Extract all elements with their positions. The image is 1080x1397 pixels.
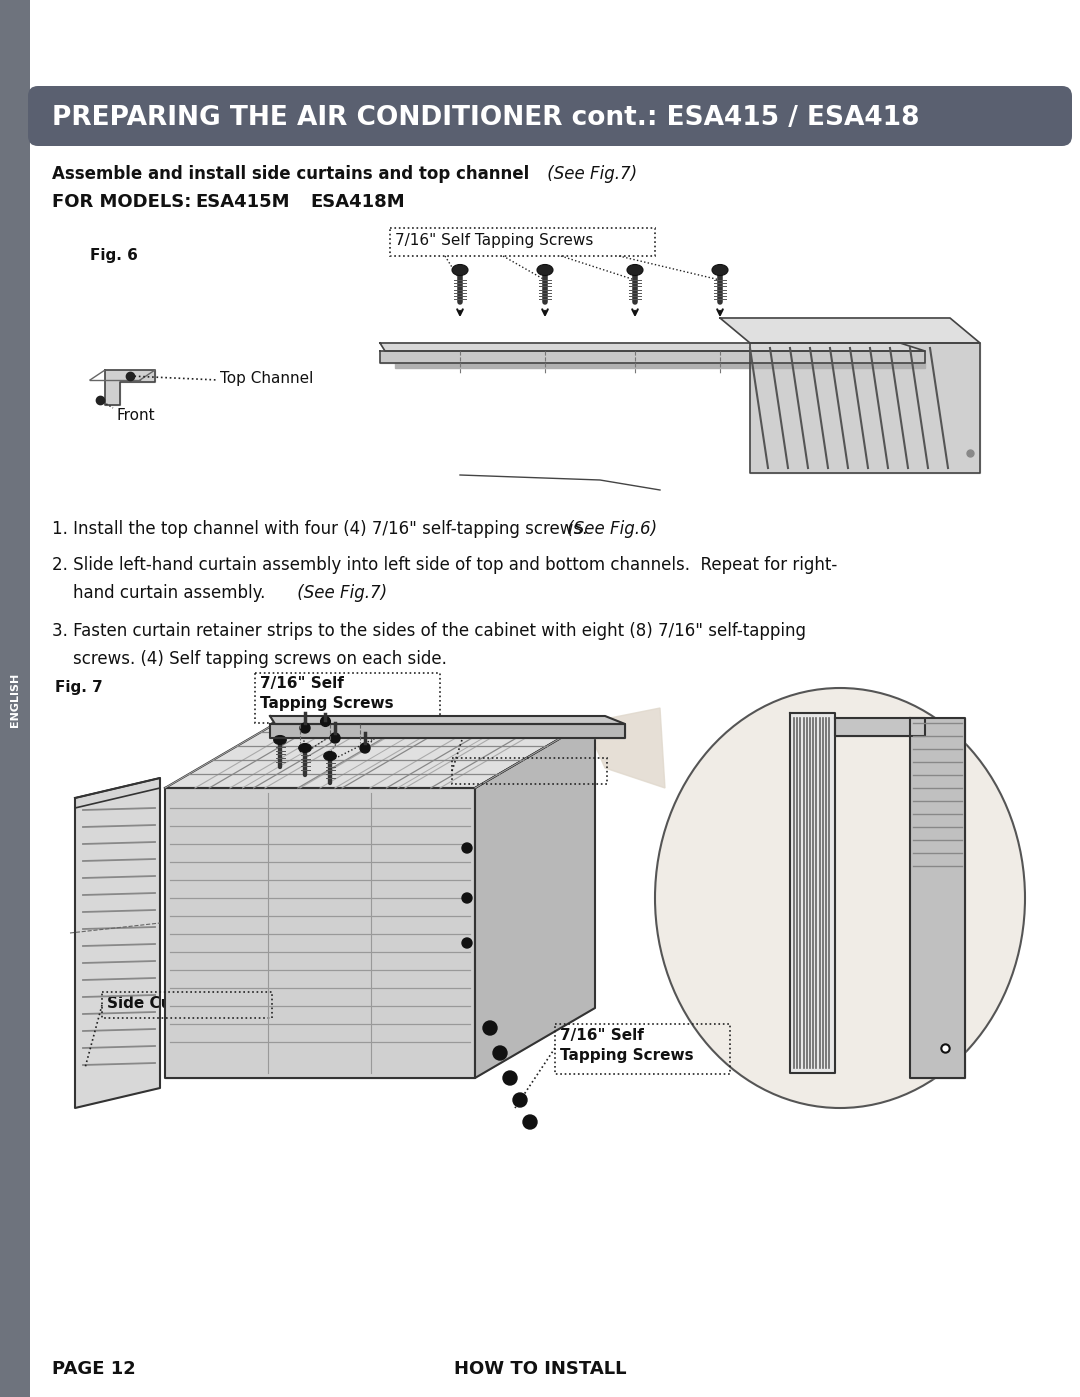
- Text: 7/16" Self: 7/16" Self: [260, 676, 343, 692]
- Polygon shape: [910, 718, 966, 1078]
- Text: Fig. 7: Fig. 7: [55, 680, 103, 694]
- Polygon shape: [270, 724, 625, 738]
- Bar: [453, 759, 607, 784]
- Polygon shape: [585, 708, 665, 788]
- Text: Top Channel: Top Channel: [220, 370, 313, 386]
- Text: ENGLISH: ENGLISH: [10, 673, 21, 726]
- Text: Tapping Screws: Tapping Screws: [561, 1048, 693, 1063]
- Circle shape: [483, 1021, 497, 1035]
- Text: 1. Install the top channel with four (4) 7/16" self-tapping screws.: 1. Install the top channel with four (4)…: [52, 520, 588, 538]
- Polygon shape: [750, 344, 980, 474]
- Polygon shape: [475, 718, 595, 1078]
- Text: FOR MODELS:: FOR MODELS:: [52, 193, 191, 211]
- Ellipse shape: [324, 752, 336, 760]
- Polygon shape: [380, 351, 924, 363]
- Text: Top Channel: Top Channel: [455, 761, 559, 775]
- Text: Tapping Screws: Tapping Screws: [260, 696, 393, 711]
- Polygon shape: [165, 788, 475, 1078]
- Ellipse shape: [654, 687, 1025, 1108]
- Circle shape: [360, 743, 370, 753]
- Bar: [102, 992, 272, 1018]
- Circle shape: [523, 1115, 537, 1129]
- Polygon shape: [380, 344, 924, 351]
- Ellipse shape: [712, 264, 728, 275]
- Text: 3. Fasten curtain retainer strips to the sides of the cabinet with eight (8) 7/1: 3. Fasten curtain retainer strips to the…: [52, 622, 806, 640]
- Text: (See Fig.7): (See Fig.7): [542, 165, 637, 183]
- Text: ESA415M: ESA415M: [195, 193, 289, 211]
- Text: ESA418M: ESA418M: [310, 193, 405, 211]
- Polygon shape: [75, 778, 160, 807]
- Circle shape: [513, 1092, 527, 1106]
- Text: 2. Slide left-hand curtain assembly into left side of top and bottom channels.  : 2. Slide left-hand curtain assembly into…: [52, 556, 837, 574]
- Text: 7/16" Self Tapping Screws: 7/16" Self Tapping Screws: [395, 233, 593, 249]
- Text: PREPARING THE AIR CONDITIONER cont.: ESA415 / ESA418: PREPARING THE AIR CONDITIONER cont.: ESA…: [52, 105, 919, 131]
- Text: Assemble and install side curtains and top channel: Assemble and install side curtains and t…: [52, 165, 529, 183]
- Bar: [390, 228, 654, 256]
- Polygon shape: [789, 712, 835, 1073]
- Circle shape: [462, 842, 472, 854]
- Ellipse shape: [299, 743, 311, 753]
- Text: 7/16" Self: 7/16" Self: [561, 1028, 644, 1044]
- Ellipse shape: [627, 264, 643, 275]
- Circle shape: [300, 724, 310, 733]
- Ellipse shape: [537, 264, 553, 275]
- Text: hand curtain assembly.: hand curtain assembly.: [52, 584, 266, 602]
- Text: (See Fig.7): (See Fig.7): [292, 584, 387, 602]
- Ellipse shape: [273, 735, 286, 745]
- Circle shape: [462, 893, 472, 902]
- Circle shape: [462, 937, 472, 949]
- Text: Front: Front: [117, 408, 156, 423]
- Polygon shape: [395, 363, 924, 367]
- FancyBboxPatch shape: [28, 87, 1072, 147]
- Text: HOW TO INSTALL: HOW TO INSTALL: [454, 1361, 626, 1377]
- Text: Side Curtains: Side Curtains: [107, 996, 221, 1011]
- Bar: [0, 0, 30, 1397]
- Ellipse shape: [453, 264, 468, 275]
- Polygon shape: [270, 717, 625, 724]
- Polygon shape: [75, 778, 160, 1108]
- Text: screws. (4) Self tapping screws on each side.: screws. (4) Self tapping screws on each …: [52, 650, 447, 668]
- Circle shape: [330, 733, 340, 743]
- Circle shape: [503, 1071, 517, 1085]
- Text: (See Fig.6): (See Fig.6): [562, 520, 657, 538]
- Text: Fig. 6: Fig. 6: [90, 249, 138, 263]
- Polygon shape: [105, 370, 156, 405]
- Text: PAGE 12: PAGE 12: [52, 1361, 136, 1377]
- Bar: [255, 673, 440, 724]
- Circle shape: [492, 1046, 507, 1060]
- Bar: [555, 1024, 730, 1074]
- Polygon shape: [165, 718, 595, 788]
- Polygon shape: [720, 319, 980, 344]
- Polygon shape: [835, 718, 924, 736]
